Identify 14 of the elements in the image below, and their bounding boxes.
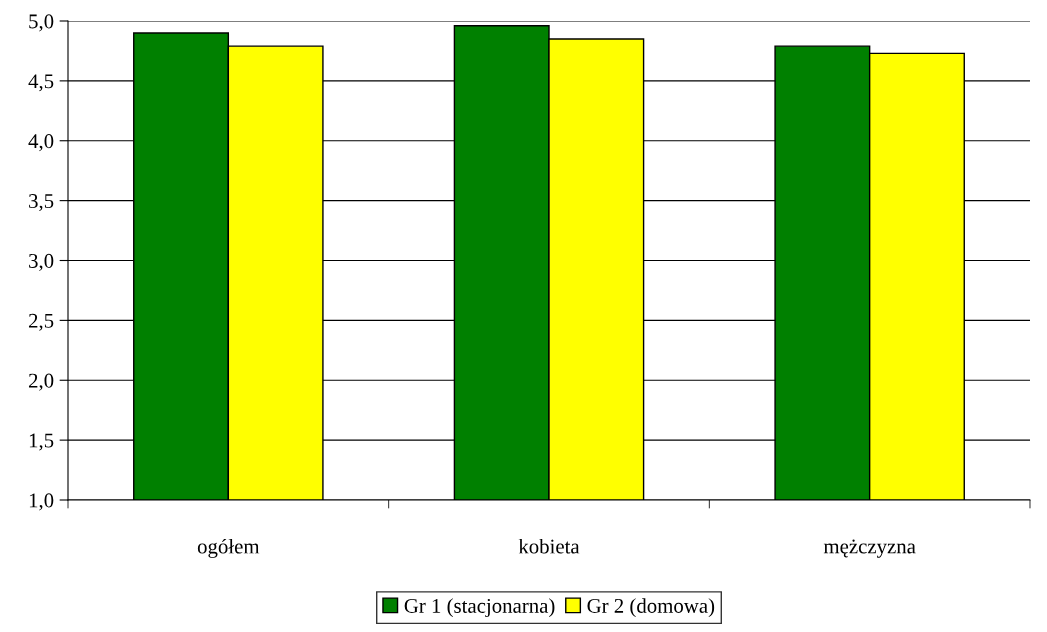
legend-label: Gr 1 (stacjonarna) <box>404 598 555 618</box>
y-tick-label: 4,5 <box>28 74 54 92</box>
x-tick-label: kobieta <box>518 538 580 554</box>
y-tick-label: 1,5 <box>29 433 54 451</box>
y-tick-label: 3,5 <box>29 194 54 212</box>
x-tick-label: mężczyzna <box>823 539 916 558</box>
y-tick-label: 2,5 <box>28 313 54 331</box>
y-tick-label: 1,0 <box>29 493 54 511</box>
y-tick-label: 2,0 <box>28 373 54 391</box>
x-tick-label: ogółem <box>197 538 260 558</box>
y-tick-label: 5,0 <box>29 14 54 32</box>
y-tick-label: 3,0 <box>29 253 54 271</box>
y-tick-label: 4,0 <box>28 134 54 152</box>
legend-label: Gr 2 (domowa) <box>587 598 715 618</box>
